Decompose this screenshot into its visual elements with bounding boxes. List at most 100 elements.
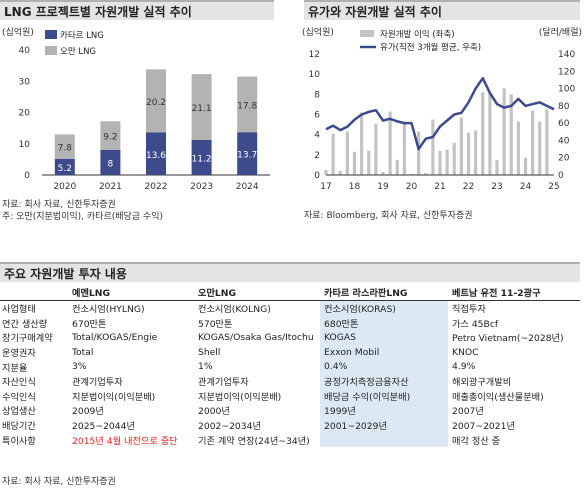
table-cell: 지분법이익(이익분배) — [72, 391, 156, 403]
chart2-y-left-tick: 12 — [309, 50, 320, 60]
chart2-bar — [331, 133, 335, 175]
chart2-y-right-tick: 140 — [558, 50, 575, 60]
table-row-label: 수익인식 — [2, 391, 36, 403]
table-cell: 0.4% — [320, 359, 448, 374]
table-row: 운영권자 Total Shell Exxon Mobil KNOC — [0, 344, 580, 360]
table-cell: 매각 정산 중 — [452, 435, 501, 447]
chart2-bar — [495, 159, 499, 175]
table-cell: 2001~2029년 — [320, 417, 448, 433]
chart2-legend-label-bar: 자원개발 이익 (좌축) — [380, 29, 455, 40]
table-cell: 지분법이익(이익분배) — [198, 391, 282, 403]
table-row: 지분율 3% 1% 0.4% 4.9% — [0, 359, 580, 374]
chart1-x-tick: 2023 — [190, 182, 213, 192]
chart2-bar — [466, 132, 471, 175]
chart2-bar — [445, 149, 449, 175]
chart2-y-left-tick: 0 — [314, 171, 320, 181]
chart1-bar-label: 21.1 — [192, 104, 212, 114]
chart2-x-tick: 25 — [548, 182, 559, 192]
table-cell: 2000년 — [198, 406, 230, 418]
chart1-bar-label: 8 — [108, 160, 114, 170]
chart2-bar — [409, 173, 414, 175]
chart2-legend-label-line: 유가(직전 3개월 평균, 우축) — [380, 42, 481, 53]
table-row-label: 운영권자 — [2, 348, 36, 360]
chart1-legend-label: 오만 LNG — [60, 47, 96, 57]
chart2-y-left-unit: (십억원) — [302, 26, 334, 38]
chart2-bar — [488, 92, 492, 175]
chart2-bar — [395, 159, 399, 175]
chart2-bar — [516, 121, 520, 175]
table-cell: 컨소시엄(HYLNG) — [72, 304, 145, 316]
chart2-y-right-tick: 0 — [558, 171, 564, 181]
table-header-row: 예멘LNG 오만LNG 카타르 라스라판LNG 베트남 유전 11-2광구 — [0, 283, 580, 301]
table-row-label: 자산인식 — [2, 377, 36, 389]
chart1-x-tick: 2024 — [236, 182, 259, 192]
chart2-bar — [345, 131, 349, 175]
table-cell: 매출총이익(생산물분배) — [452, 391, 544, 403]
chart2-bar — [424, 172, 428, 175]
chart2-bar — [452, 142, 456, 175]
chart2-y-right-unit: (달러/배럴) — [539, 26, 582, 38]
table-cell: 기존 계약 연장(24년~34년) — [198, 435, 310, 447]
table-cell: 1999년 — [320, 403, 448, 418]
chart2-bar — [352, 151, 357, 175]
chart1-title: LNG 프로젝트별 자원개발 실적 추이 — [0, 0, 274, 20]
chart2-bar — [459, 117, 463, 175]
table-cell: 관계기업투자 — [198, 377, 249, 389]
chart2-y-left-tick: 10 — [309, 70, 321, 80]
chart2-svg: (십억원) (달러/배럴)0246810120204060801001201401… — [302, 26, 582, 192]
chart1-y-unit: (십억원) — [2, 26, 34, 38]
chart1-legend-swatch — [45, 46, 57, 55]
table-cell: 570만톤 — [198, 318, 233, 330]
table-row: 연간 생산량 670만톤 570만톤 680만톤 가스 45Bcf — [0, 315, 580, 331]
chart1-y-tick: 30 — [19, 77, 31, 87]
chart2-bar — [545, 109, 549, 175]
chart2-bar — [417, 131, 421, 175]
chart1-bar — [237, 76, 258, 133]
chart2-bar — [481, 92, 485, 175]
table-cell: 컨소시엄(KOLNG) — [198, 304, 271, 316]
chart1-bar — [146, 132, 166, 175]
table-row: 사업형태 컨소시엄(HYLNG) 컨소시엄(KOLNG) 컨소시엄(KORAS) 직접투… — [0, 300, 580, 316]
chart2-bar — [381, 171, 385, 175]
chart1-y-tick: 40 — [19, 46, 31, 56]
chart2-y-left-tick: 8 — [314, 90, 320, 100]
chart1-legend-label: 카타르 LNG — [60, 31, 104, 41]
chart2-title: 유가와 자원개발 실적 추이 — [304, 0, 580, 20]
chart2-x-tick: 19 — [377, 182, 389, 192]
chart1-bar — [100, 150, 121, 175]
chart1-bar-label: 9.2 — [103, 133, 117, 143]
table-cell: Petro Vietnam(~2028년) — [452, 333, 564, 345]
chart1-bar — [54, 158, 75, 175]
table-cell: KNOC — [452, 346, 479, 358]
table-cell: 2007~2021년 — [452, 421, 515, 433]
table-cell: Exxon Mobil — [320, 344, 448, 360]
table-cell: 2025~2044년 — [72, 421, 135, 433]
chart1-bar-label: 17.8 — [237, 101, 257, 111]
chart2-bar — [502, 88, 506, 175]
chart2-bar — [523, 157, 528, 175]
table-cell: 2009년 — [72, 406, 104, 418]
chart1-y-tick: 20 — [19, 109, 31, 119]
chart2-y-right-tick: 20 — [558, 154, 570, 164]
table-note: 자료: 회사 자료, 신한투자증권 — [2, 477, 116, 487]
chart1-x-tick: 2022 — [145, 182, 168, 192]
chart1-y-tick: 0 — [24, 171, 30, 181]
table-cell: 670만톤 — [72, 318, 107, 330]
chart2-bar — [360, 112, 364, 175]
chart2-bar — [374, 123, 378, 175]
table-header-cell — [0, 283, 68, 301]
table-cell: 680만톤 — [320, 315, 448, 331]
chart2-y-right-tick: 60 — [558, 119, 570, 129]
chart2-legend-swatch-bar — [360, 30, 374, 37]
table-header-cell: 오만LNG — [194, 283, 320, 301]
chart1-bar — [54, 134, 75, 159]
table-cell: 2015년 4월 내전으로 중단 — [72, 435, 178, 447]
chart1-y-tick: 10 — [19, 140, 31, 150]
chart2-y-left-tick: 6 — [314, 111, 320, 121]
table-row: 상업생산 2009년 2000년 1999년 2007년 — [0, 403, 580, 418]
chart2-x-tick: 24 — [520, 182, 532, 192]
chart2-bar — [388, 111, 392, 175]
chart2-bar — [324, 169, 328, 175]
chart2-note-source: 자료: Bloomberg, 회사 자료, 신한투자증권 — [304, 211, 473, 221]
table-row-label: 상업생산 — [2, 406, 36, 418]
